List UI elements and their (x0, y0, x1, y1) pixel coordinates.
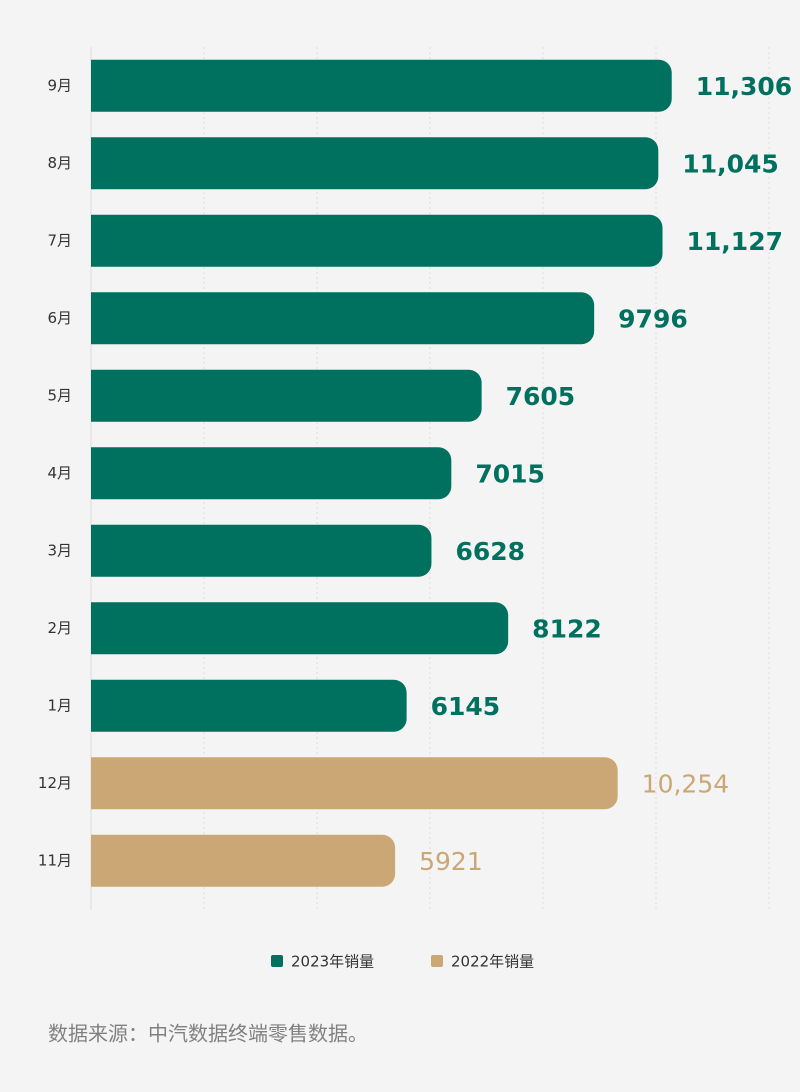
y-tick-label: 7月 (47, 231, 72, 249)
value-label: 6628 (455, 537, 525, 566)
legend-label: 2023年销量 (291, 953, 374, 971)
bar (91, 369, 482, 422)
bar (91, 137, 659, 190)
value-label: 7015 (475, 459, 545, 488)
bar (91, 292, 595, 345)
legend-swatch (431, 955, 443, 967)
value-label: 6145 (431, 692, 501, 721)
y-tick-label: 4月 (47, 464, 72, 482)
bar (91, 447, 452, 500)
y-tick-label: 11月 (38, 851, 72, 869)
bar (91, 602, 509, 655)
bar (91, 59, 672, 112)
bar (91, 679, 407, 732)
y-tick-label: 12月 (38, 774, 72, 792)
y-tick-label: 8月 (47, 154, 72, 172)
legend-label: 2022年销量 (451, 953, 534, 971)
value-label: 7605 (506, 382, 576, 411)
y-tick-label: 6月 (47, 309, 72, 327)
bar (91, 757, 618, 810)
value-label: 11,127 (687, 227, 783, 256)
value-label: 5921 (419, 847, 483, 876)
y-tick-label: 9月 (47, 76, 72, 94)
value-label: 9796 (618, 304, 688, 333)
value-label: 11,045 (682, 149, 778, 178)
y-tick-label: 2月 (47, 619, 72, 637)
y-tick-label: 5月 (47, 386, 72, 404)
y-tick-label: 1月 (47, 696, 72, 714)
bar (91, 834, 396, 887)
value-label: 8122 (532, 614, 602, 643)
value-label: 11,306 (696, 72, 792, 101)
source-note: 数据来源：中汽数据终端零售数据。 (48, 1022, 368, 1046)
y-tick-label: 3月 (47, 541, 72, 559)
legend-swatch (271, 955, 283, 967)
bar (91, 214, 663, 267)
value-label: 10,254 (642, 769, 729, 798)
bar (91, 524, 432, 577)
